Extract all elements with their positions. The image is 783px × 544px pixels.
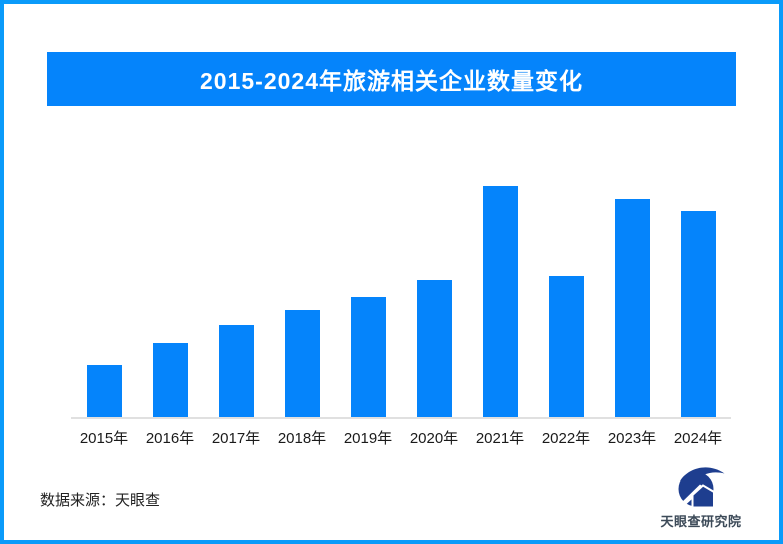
x-tick-label: 2018年 bbox=[277, 430, 327, 447]
x-axis-line bbox=[71, 417, 731, 419]
bar-2021年 bbox=[482, 186, 518, 417]
x-tick-label: 2015年 bbox=[79, 430, 129, 447]
bar-chart-plot-area bbox=[71, 182, 731, 417]
bar-2019年 bbox=[350, 297, 386, 417]
bar-column bbox=[599, 182, 665, 417]
bar-column bbox=[467, 182, 533, 417]
tianyancha-logo: 天眼查研究院 bbox=[636, 466, 766, 530]
x-tick-label: 2016年 bbox=[145, 430, 195, 447]
title-banner: 2015-2024年旅游相关企业数量变化 bbox=[47, 52, 736, 106]
tianyancha-logo-icon bbox=[678, 467, 725, 508]
bar-2016年 bbox=[152, 343, 188, 417]
bar-column bbox=[335, 182, 401, 417]
bar-2022年 bbox=[548, 276, 584, 417]
bar-2020年 bbox=[416, 280, 452, 417]
bar-column bbox=[71, 182, 137, 417]
bar-column bbox=[401, 182, 467, 417]
x-tick-label: 2024年 bbox=[673, 430, 723, 447]
tianyancha-logo-text: 天眼查研究院 bbox=[660, 514, 742, 529]
bar-column bbox=[269, 182, 335, 417]
bar-2018年 bbox=[284, 310, 320, 417]
x-tick-label: 2017年 bbox=[211, 430, 261, 447]
bar-2024年 bbox=[680, 211, 716, 417]
bar-column bbox=[203, 182, 269, 417]
bar-2017年 bbox=[218, 325, 254, 417]
x-tick-label: 2019年 bbox=[343, 430, 393, 447]
x-tick-label: 2020年 bbox=[409, 430, 459, 447]
chart-title: 2015-2024年旅游相关企业数量变化 bbox=[200, 68, 583, 94]
bar-column bbox=[665, 182, 731, 417]
x-tick-label: 2022年 bbox=[541, 430, 591, 447]
bar-column bbox=[533, 182, 599, 417]
bar-2023年 bbox=[614, 199, 650, 417]
data-source-label: 数据来源：天眼查 bbox=[40, 492, 161, 509]
bar-2015年 bbox=[86, 365, 122, 417]
x-axis-tick-labels: 2015年 2016年 2017年 2018年 2019年 2020年 2021年 2022年… bbox=[71, 427, 731, 448]
bar-column bbox=[137, 182, 203, 417]
x-tick-label: 2023年 bbox=[607, 430, 657, 447]
x-tick-label: 2021年 bbox=[475, 430, 525, 447]
